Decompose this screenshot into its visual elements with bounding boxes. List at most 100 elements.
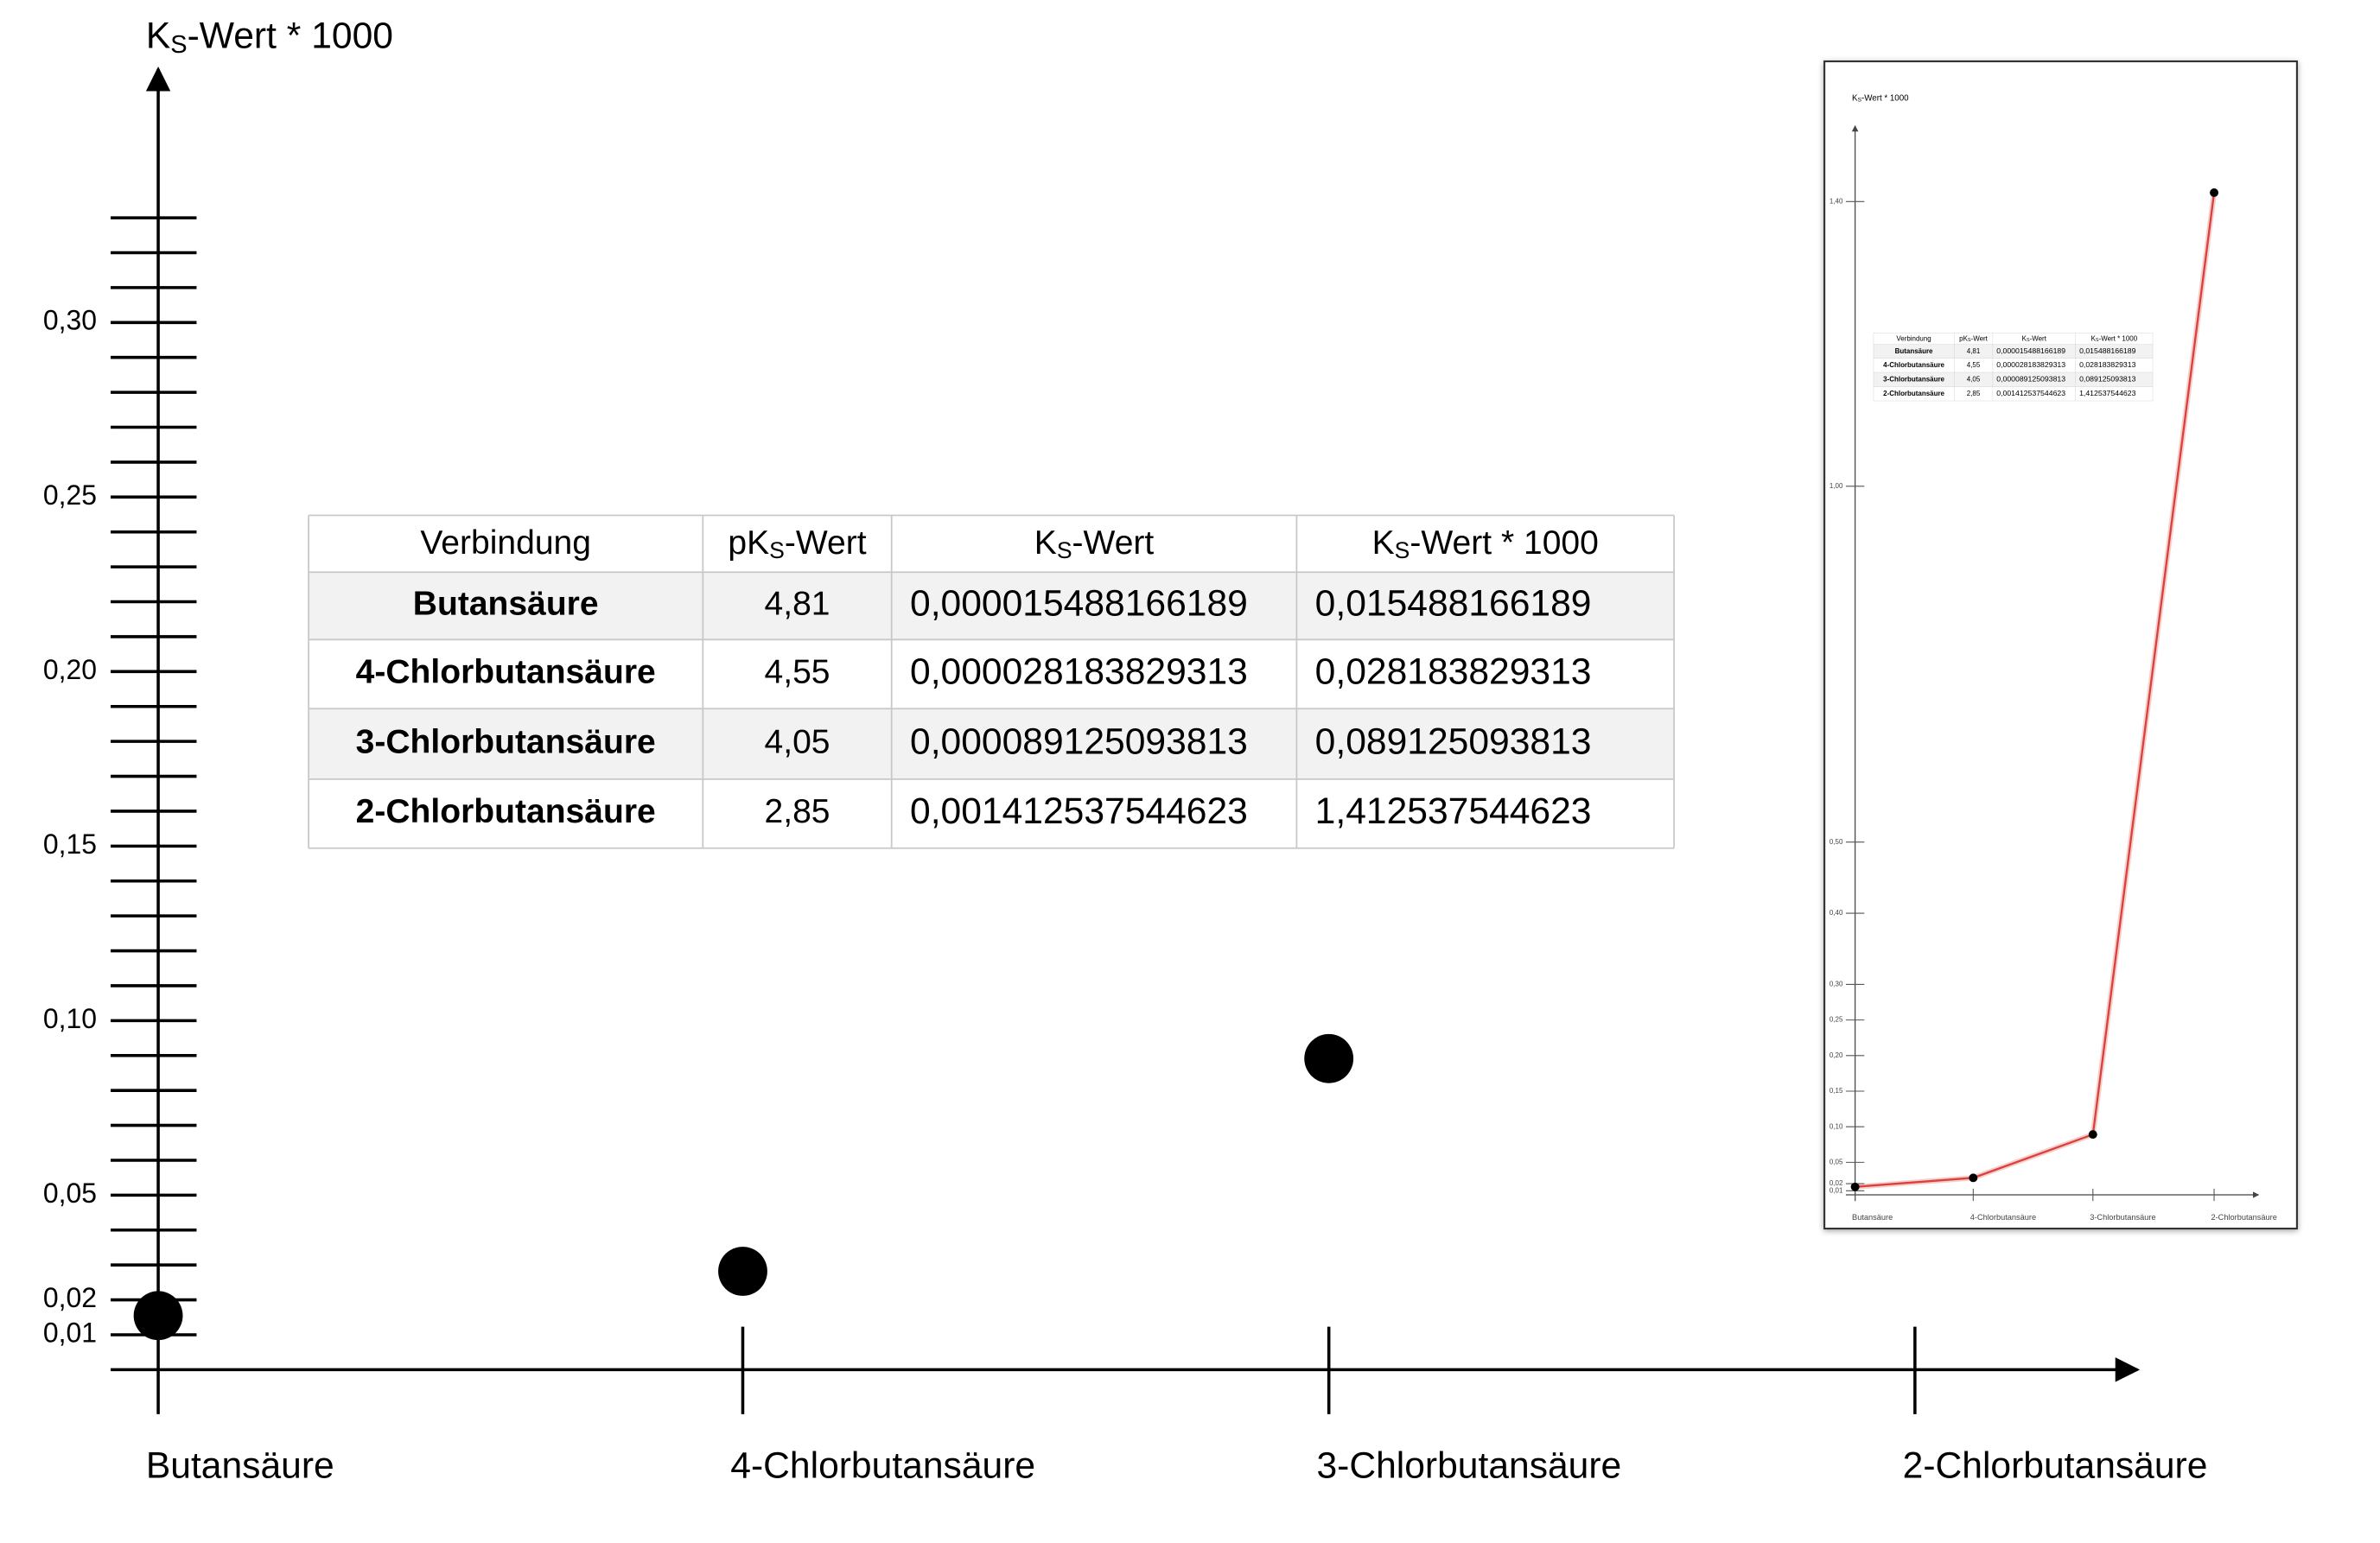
table-cell: 0,001412537544623 (1996, 389, 2065, 397)
text-part: pK (1959, 334, 1968, 342)
y-tick-label: 0,02 (1830, 1179, 1843, 1187)
x-tick-label: 2-Chlorbutansäure (1903, 1445, 2208, 1486)
table-header: pKS-Wert (1959, 334, 1988, 343)
table-cell: 0,000089125093813 (1996, 375, 2065, 384)
x-tick-label: Butansäure (146, 1445, 334, 1486)
table-cell: 0,000015488166189 (1996, 346, 2065, 355)
y-tick-label: 0,01 (43, 1317, 97, 1348)
y-tick-label: 0,05 (1830, 1158, 1843, 1165)
y-tick-label: 0,01 (1830, 1186, 1843, 1194)
table-cell: 0,089125093813 (2079, 375, 2136, 384)
table-cell: 1,412537544623 (1315, 791, 1592, 832)
point (1969, 1173, 1978, 1183)
y-tick-label: 0,30 (1830, 981, 1843, 988)
table-row (309, 515, 1675, 573)
y-tick-label: 0,10 (43, 1003, 97, 1034)
text-part: S (1057, 537, 1072, 563)
table-header: KS-Wert (2022, 334, 2047, 343)
text-part: -Wert (1072, 524, 1155, 562)
table-row (1873, 371, 2154, 387)
table-cell: 3-Chlorbutansäure (356, 723, 656, 760)
table-row (309, 708, 1675, 779)
text-part: -Wert (785, 524, 867, 562)
x-tick-label: 4-Chlorbutansäure (730, 1445, 1035, 1486)
text-part: -Wert * 1000 (2099, 334, 2138, 342)
x-tick-label: 4-Chlorbutansäure (1970, 1213, 2036, 1222)
inset-table: Verbindung pKS-Wert KS-Wert KS-Wert * 1000B… (1873, 333, 2154, 402)
text-part: K (1372, 524, 1395, 562)
y-tick-label: 0,25 (1830, 1016, 1843, 1024)
inset-plot: KS-Wert * 10000,010,020,050,100,150,200,… (1830, 93, 2277, 1222)
x-tick-label: 2-Chlorbutansäure (2211, 1213, 2276, 1222)
table-cell: 2-Chlorbutansäure (356, 793, 656, 830)
y-tick-label: 0,15 (43, 829, 97, 860)
point (1850, 1182, 1860, 1191)
points (133, 1033, 1354, 1341)
y-tick-label: 0,20 (43, 654, 97, 685)
table-cell: 0,000015488166189 (910, 583, 1248, 625)
y-tick-label: 0,20 (1830, 1051, 1843, 1059)
table-cell: 4-Chlorbutansäure (1883, 361, 1944, 369)
table-cell: 0,028183829313 (1315, 651, 1592, 693)
y-tick-label: 0,10 (1830, 1122, 1843, 1130)
table-cell: 0,089125093813 (1315, 721, 1592, 762)
text-part: S (2027, 338, 2030, 343)
point (718, 1247, 767, 1296)
table-header: KS-Wert * 1000 (1372, 524, 1599, 563)
point (2210, 187, 2219, 197)
table-cell: 2-Chlorbutansäure (1883, 390, 1944, 397)
table-cell: 4,05 (765, 723, 830, 760)
table-cell: 0,000028183829313 (910, 651, 1248, 693)
text-part: -Wert * 1000 (1410, 524, 1598, 562)
x-tick-label: 3-Chlorbutansäure (2090, 1213, 2155, 1222)
text-part: -Wert * 1000 (1861, 93, 1909, 103)
table-row (1873, 358, 2154, 372)
y-tick-label: 0,40 (1830, 909, 1843, 917)
text-part: S (1858, 97, 1862, 103)
text-part: S (170, 31, 187, 59)
text-part: -Wert * 1000 (188, 16, 393, 57)
table-cell: 0,000028183829313 (1996, 360, 2065, 369)
table-row (1873, 386, 2154, 402)
text-part: K (1852, 93, 1858, 103)
table-cell: 0,028183829313 (2079, 360, 2136, 369)
table-cell: 0,015488166189 (2079, 346, 2136, 355)
x-tick-label: Butansäure (1852, 1213, 1893, 1222)
table-row (1873, 344, 2154, 359)
y-axis-title: KS-Wert * 1000 (1852, 93, 1909, 103)
text-part: Verbindung (420, 524, 591, 562)
table-cell: 4,55 (1967, 361, 1981, 369)
table-cell: Butansäure (413, 586, 599, 623)
text-part: S (1395, 537, 1410, 563)
table-cell: 2,85 (765, 793, 830, 830)
text-part: -Wert (1971, 334, 1989, 342)
table-header: KS-Wert * 1000 (2091, 334, 2138, 343)
table-header: Verbindung (420, 524, 591, 562)
y-tick-label: 0,05 (43, 1178, 97, 1209)
table-header: pKS-Wert (728, 524, 866, 563)
point (133, 1291, 183, 1341)
text-part: K (1034, 524, 1057, 562)
y-tick-label: 0,02 (43, 1282, 97, 1313)
text-part: K (2022, 334, 2027, 342)
line (1855, 192, 2216, 1188)
table-cell: 4-Chlorbutansäure (356, 654, 656, 691)
table-row (309, 639, 1675, 709)
table: Verbindung pKS-Wert KS-Wert KS-Wert * 1000B… (308, 514, 1676, 849)
table-header: Verbindung (1896, 334, 1931, 342)
table-cell: 4,81 (1967, 347, 1981, 355)
table-cell: 0,001412537544623 (910, 791, 1248, 832)
table-cell: 3-Chlorbutansäure (1883, 375, 1944, 383)
table-cell: 4,05 (1967, 375, 1981, 383)
table-row (309, 778, 1675, 848)
table-cell: 0,015488166189 (1315, 583, 1592, 625)
main-plot: KS-Wert * 10000,010,020,050,100,150,200,… (43, 16, 2208, 1487)
text-part: pK (728, 524, 769, 562)
point (1304, 1033, 1354, 1083)
table-cell: 1,412537544623 (2079, 389, 2136, 397)
y-tick-label: 0,25 (43, 479, 97, 511)
table-cell: 4,55 (765, 654, 830, 691)
text-part: S (769, 537, 785, 563)
y-tick-label: 0,15 (1830, 1087, 1843, 1095)
